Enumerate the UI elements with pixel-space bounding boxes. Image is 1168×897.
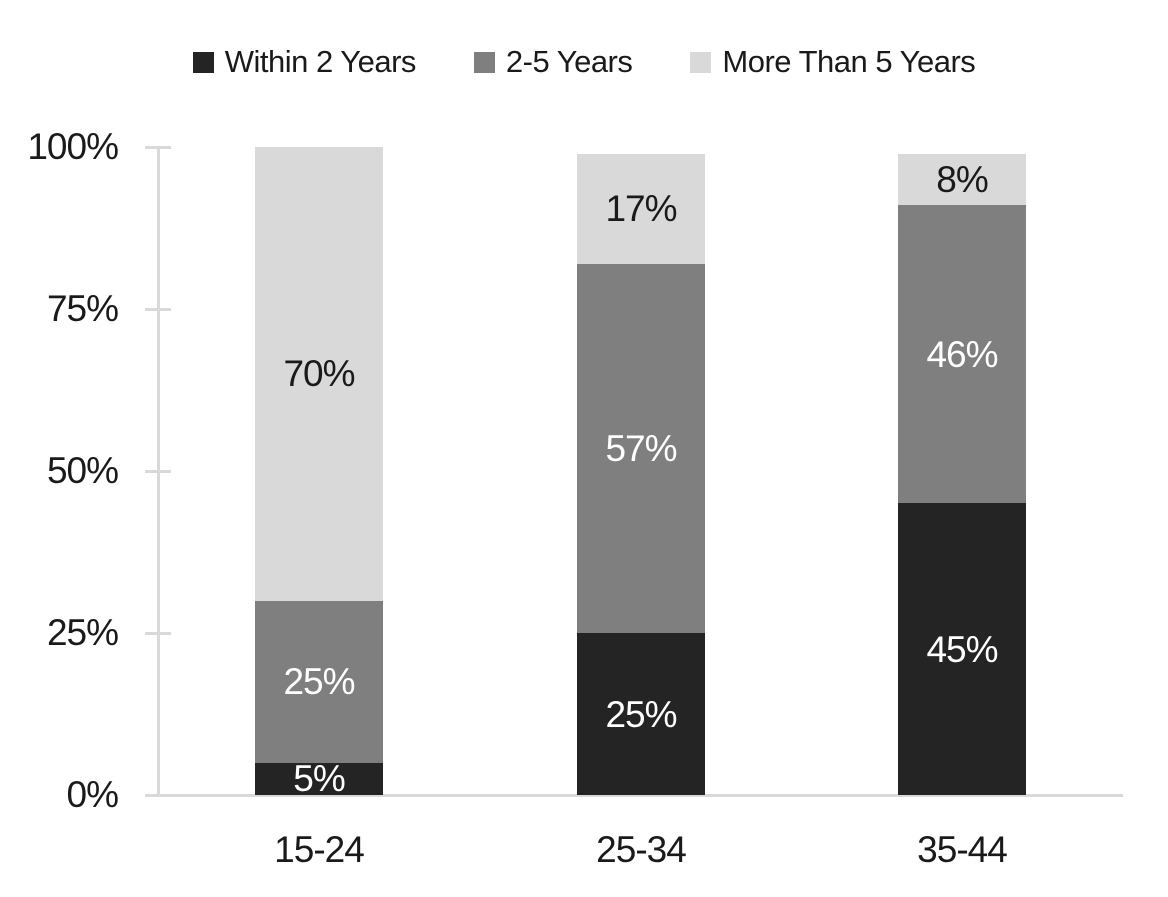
data-label: 46%	[926, 333, 998, 375]
bar-segment-35-44-series-1: 45%	[898, 503, 1026, 795]
y-axis-tick-label: 0%	[66, 774, 119, 815]
legend-label: 2-5 Years	[505, 44, 633, 79]
bar-segment-15-24-series-3: 70%	[255, 147, 383, 601]
legend-item-1: Within 2 Years	[192, 44, 417, 80]
data-label: 17%	[605, 188, 677, 230]
chart-legend: Within 2 Years 2-5 Years More Than 5 Years	[0, 38, 1168, 86]
bar-segment-15-24-series-2: 25%	[255, 600, 383, 763]
legend-swatch-icon	[690, 51, 712, 73]
data-label: 45%	[926, 628, 998, 670]
y-axis-tick	[145, 146, 171, 149]
x-axis-category-label: 35-44	[917, 829, 1008, 870]
y-axis-tick	[145, 470, 171, 473]
y-axis-tick	[145, 632, 171, 635]
bar-segment-25-34-series-2: 57%	[577, 263, 705, 633]
data-label: 25%	[605, 693, 677, 735]
x-axis-category-label: 15-24	[274, 829, 365, 870]
legend-swatch-icon	[473, 51, 495, 73]
legend-item-3: More Than 5 Years	[690, 44, 976, 80]
y-axis-tick-label: 75%	[46, 288, 119, 329]
data-label: 70%	[283, 353, 355, 395]
bar-segment-15-24-series-1: 5%	[255, 758, 383, 800]
y-axis-tick-label: 50%	[46, 450, 119, 491]
legend-label: Within 2 Years	[224, 44, 417, 79]
y-axis-tick-label: 25%	[46, 612, 119, 653]
bar-segment-35-44-series-3: 8%	[898, 153, 1026, 206]
x-axis-line	[145, 794, 1123, 797]
y-axis-tick	[145, 308, 171, 311]
y-axis-tick-label: 100%	[27, 126, 119, 167]
data-label: 57%	[605, 427, 677, 469]
legend-swatch-icon	[192, 51, 214, 73]
bar-segment-25-34-series-1: 25%	[577, 633, 705, 795]
bar-segment-35-44-series-2: 46%	[898, 205, 1026, 504]
data-label: 25%	[283, 661, 355, 703]
data-label: 8%	[936, 158, 988, 200]
legend-label: More Than 5 Years	[722, 44, 976, 79]
legend-item-2: 2-5 Years	[473, 44, 633, 80]
data-label: 5%	[293, 758, 345, 800]
bar-segment-25-34-series-3: 17%	[577, 153, 705, 264]
x-axis-category-label: 25-34	[596, 829, 687, 870]
